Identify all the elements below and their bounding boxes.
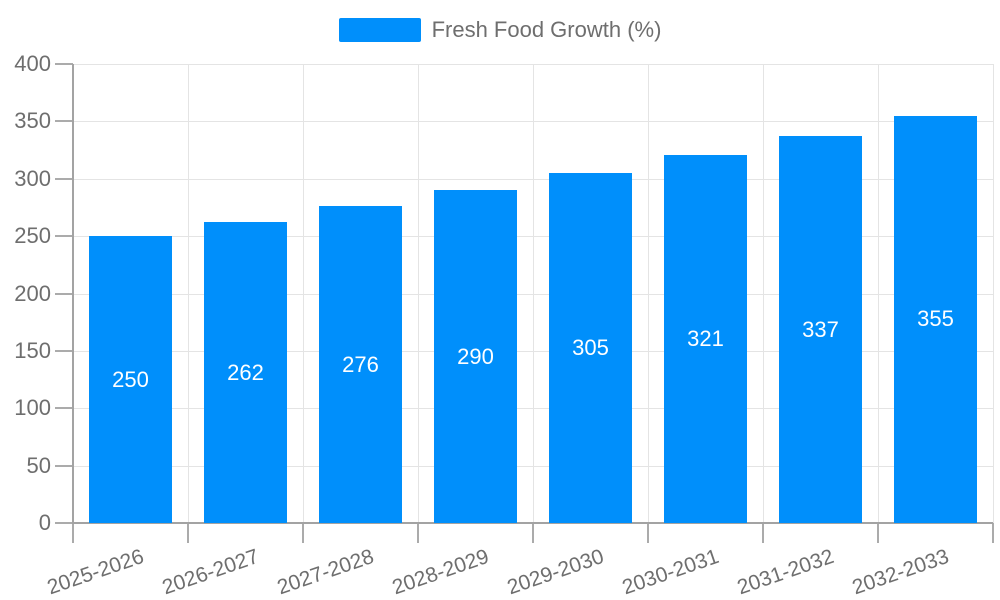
x-gridline: [188, 64, 189, 523]
x-gridline: [993, 64, 994, 523]
bar-value-label: 305: [572, 335, 609, 360]
bar[interactable]: [894, 116, 977, 523]
bar[interactable]: [664, 155, 747, 523]
bar-value-label: 321: [687, 326, 724, 351]
y-axis-tick: [55, 350, 73, 352]
y-axis-label: 200: [14, 281, 51, 306]
y-axis-label: 150: [14, 338, 51, 363]
x-axis-tick: [72, 523, 74, 543]
x-gridline: [648, 64, 649, 523]
x-axis-tick: [877, 523, 879, 543]
bar[interactable]: [434, 190, 517, 523]
y-axis-tick: [55, 235, 73, 237]
x-axis-tick: [417, 523, 419, 543]
y-axis-label: 300: [14, 166, 51, 191]
y-axis-label: 50: [26, 453, 51, 478]
x-axis-tick: [647, 523, 649, 543]
x-axis-tick: [992, 523, 994, 543]
y-axis-tick: [55, 465, 73, 467]
x-axis-tick: [187, 523, 189, 543]
y-axis-label: 350: [14, 108, 51, 133]
bar-value-label: 262: [227, 360, 264, 385]
y-axis-tick: [55, 178, 73, 180]
bar-value-label: 290: [457, 344, 494, 369]
legend-label: Fresh Food Growth (%): [431, 17, 662, 42]
x-gridline: [533, 64, 534, 523]
legend-item[interactable]: Fresh Food Growth (%): [0, 17, 1000, 43]
bar[interactable]: [204, 222, 287, 523]
y-axis-tick: [55, 293, 73, 295]
x-gridline: [303, 64, 304, 523]
y-axis-label: 400: [14, 51, 51, 76]
bar-value-label: 337: [802, 317, 839, 342]
y-axis-tick: [55, 407, 73, 409]
bar-value-label: 276: [342, 352, 379, 377]
x-gridline: [878, 64, 879, 523]
bar[interactable]: [549, 173, 632, 523]
legend-swatch: [338, 18, 421, 42]
x-axis-tick: [762, 523, 764, 543]
y-axis-label: 0: [38, 510, 51, 535]
y-axis-label: 250: [14, 223, 51, 248]
y-axis-tick: [55, 522, 73, 524]
x-axis-line: [72, 522, 993, 524]
bar-value-label: 250: [112, 367, 149, 392]
x-axis-tick: [532, 523, 534, 543]
y-axis-line: [72, 64, 74, 523]
y-axis-tick: [55, 63, 73, 65]
x-gridline: [763, 64, 764, 523]
x-axis-tick: [302, 523, 304, 543]
bar[interactable]: [89, 236, 172, 523]
y-axis-tick: [55, 120, 73, 122]
bar[interactable]: [779, 136, 862, 523]
x-gridline: [418, 64, 419, 523]
y-axis-label: 100: [14, 395, 51, 420]
bar[interactable]: [319, 206, 402, 523]
bar-value-label: 355: [917, 306, 954, 331]
